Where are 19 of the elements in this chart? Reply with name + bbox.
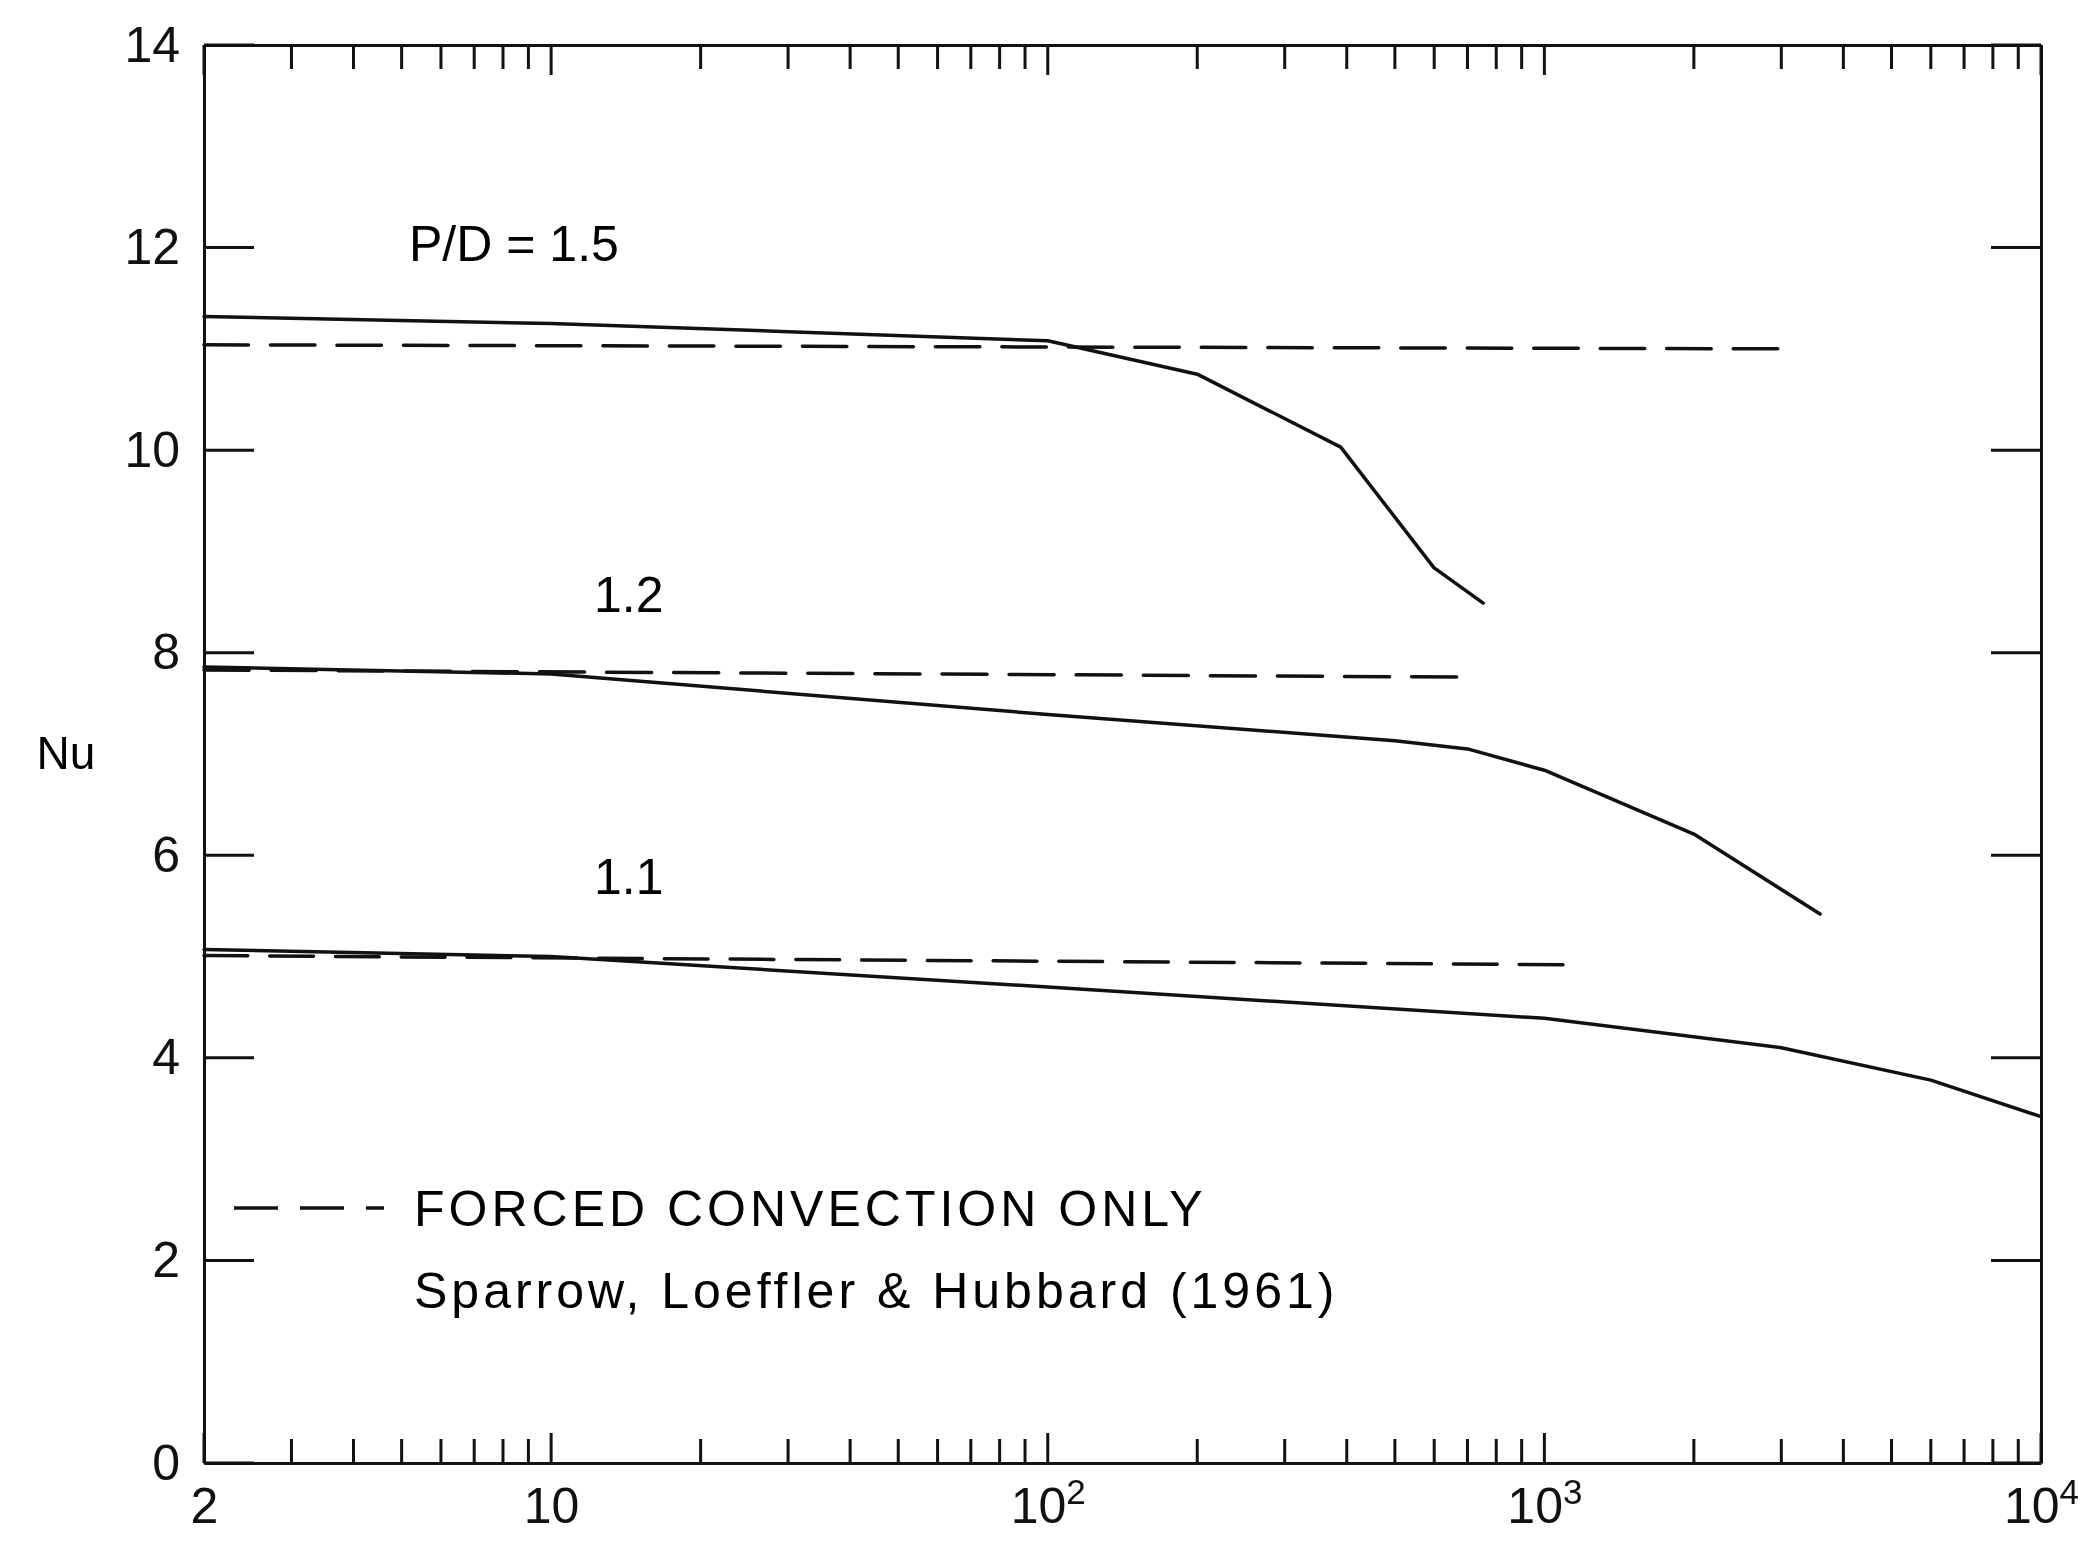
annotation: Sparrow, Loeffler & Hubbard (1961) — [414, 1263, 1339, 1319]
y-axis-title: Nu — [36, 727, 96, 779]
y-tick-label: 4 — [152, 1029, 180, 1086]
y-tick-label: 14 — [124, 16, 180, 73]
annotation: 1.1 — [594, 849, 664, 906]
y-tick-label: 0 — [152, 1434, 180, 1491]
x-tick-label: 10$^{4}$ — [2003, 1471, 2080, 1534]
x-tick-label: 2 — [190, 1477, 219, 1534]
legend-label: FORCED CONVECTION ONLY — [414, 1181, 1207, 1237]
y-tick-label: 10 — [124, 421, 180, 478]
x-tick-label: 10$^{3}$ — [1507, 1471, 1583, 1534]
y-tick-label: 6 — [152, 826, 180, 883]
y-tick-label: 2 — [152, 1231, 180, 1288]
y-tick-label: 8 — [152, 624, 180, 681]
annotation: 1.2 — [594, 566, 664, 623]
y-tick-label: 12 — [124, 219, 180, 276]
x-tick-label: 10 — [523, 1477, 580, 1534]
annotation: P/D = 1.5 — [409, 216, 619, 273]
x-tick-label: 10$^{2}$ — [1010, 1471, 1086, 1534]
